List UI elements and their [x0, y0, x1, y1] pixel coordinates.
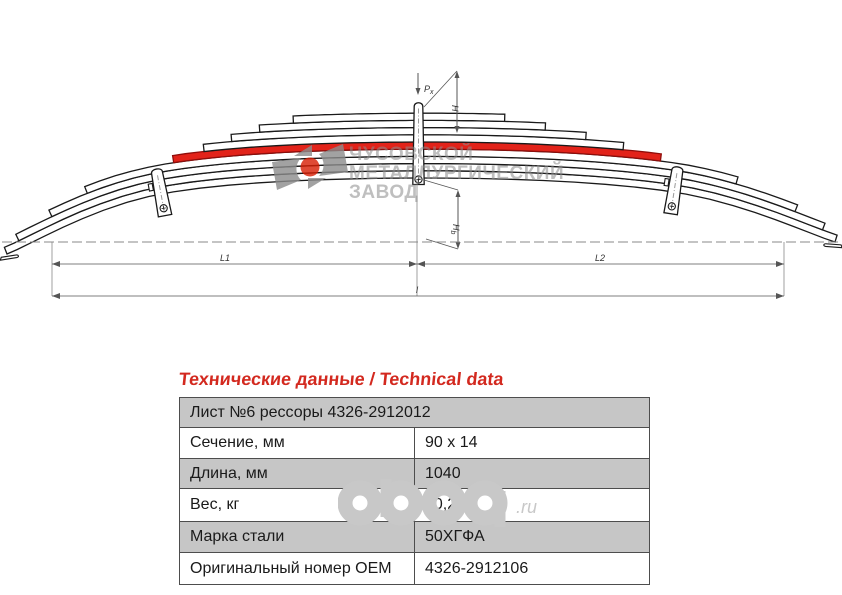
svg-text:ЗАВОД: ЗАВОД	[349, 182, 418, 203]
svg-text:H: H	[450, 105, 460, 112]
svg-text:МЕТАЛЛУРГИЧЕСКИЙ: МЕТАЛЛУРГИЧЕСКИЙ	[349, 162, 564, 184]
svg-text:L1: L1	[220, 253, 230, 263]
svg-text:Px: Px	[424, 84, 434, 96]
svg-text:.ru: .ru	[516, 497, 537, 517]
svg-text:ЧУСОВСКОЙ: ЧУСОВСКОЙ	[349, 143, 473, 165]
svg-text:L2: L2	[595, 253, 605, 263]
svg-text:l: l	[416, 285, 419, 295]
svg-text:Hb: Hb	[449, 224, 461, 235]
